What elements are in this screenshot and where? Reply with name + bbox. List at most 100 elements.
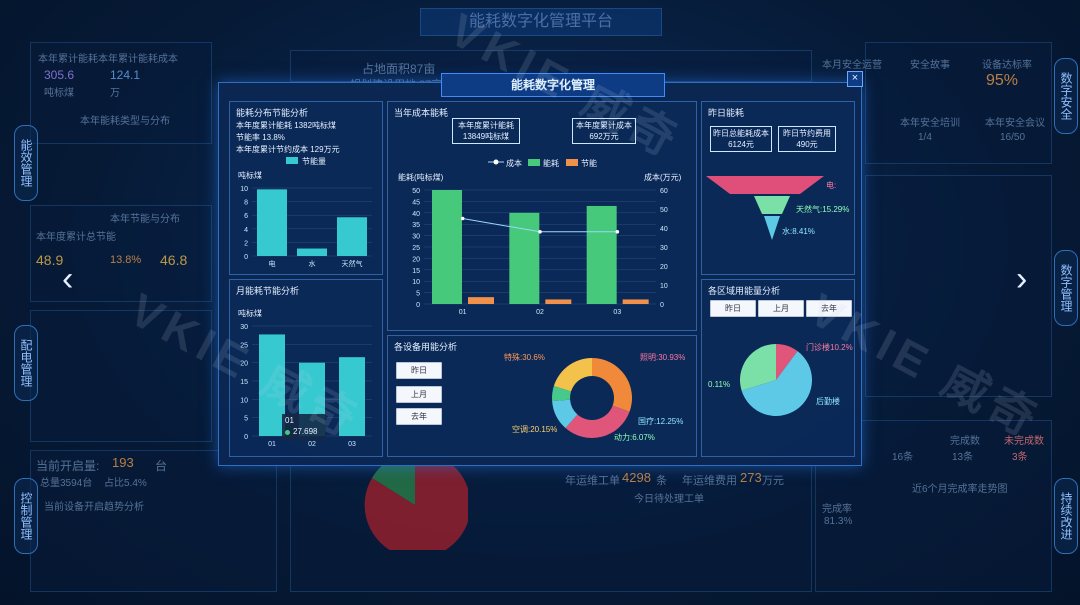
pie-slice-门诊楼 (776, 344, 798, 380)
donut-label-special: 特殊:30.6% (504, 353, 545, 362)
y-unit-label: 吨标煤 (238, 171, 262, 180)
y-tick-label: 20 (412, 256, 420, 263)
bar-水 (297, 248, 327, 256)
legend-saving: 节能 (581, 159, 597, 168)
x-tick-label: 03 (613, 309, 621, 316)
bg-left-bot-value: 193 (112, 455, 134, 470)
y-unit-label: 吨标煤 (238, 309, 262, 318)
area-pie-chart (740, 344, 812, 416)
bg-center-bot-unit-1: 条 (656, 475, 667, 487)
energy-bar-03 (586, 205, 617, 304)
sidetab-power[interactable]: 配电管理 (14, 325, 38, 401)
sidetab-digital[interactable]: 数字管理 (1054, 250, 1078, 326)
bg-right-top-value-3: 16/50 (1000, 132, 1026, 143)
bg-right-top-label-5: 本年安全会议 (985, 118, 1045, 129)
y-tick-label: 0 (244, 434, 248, 441)
next-arrow-icon[interactable]: › (1016, 260, 1028, 298)
bg-left-low-panel (30, 310, 212, 442)
last-year-button[interactable]: 去年 (396, 408, 442, 425)
y-tick-label: 30 (412, 234, 420, 241)
modal-title: 能耗数字化管理 (441, 73, 665, 97)
bg-right-top-label-4: 本年安全培训 (900, 118, 960, 129)
bg-left-top-unit-1: 吨标煤 (44, 88, 74, 99)
funnel-label-water: 水:8.41% (782, 227, 815, 236)
x-tick-label: 电 (269, 259, 276, 268)
bar-电 (257, 189, 287, 256)
bg-right-bot-tag-3: 3条 (1012, 452, 1028, 463)
bg-left-top-label-2: 本年累计能耗成本 (98, 54, 178, 65)
panel-title: 昨日能耗 (708, 108, 745, 118)
prev-arrow-icon[interactable]: ‹ (62, 260, 74, 298)
last-month-button[interactable]: 上月 (396, 386, 442, 403)
funnel-label-electric: 电: (826, 181, 837, 190)
cost-legend-icon (488, 159, 504, 165)
y-tick-label: 5 (244, 416, 248, 423)
last-year-button[interactable]: 去年 (806, 300, 852, 317)
bg-center-bot-label-3: 今日待处理工单 (634, 494, 704, 505)
legend-swatch-icon (286, 157, 298, 164)
energy-modal: 能耗数字化管理 × 能耗分布节能分析 本年度累计能耗 1382吨标煤 节能率 1… (218, 71, 863, 466)
donut-label-lighting: 照明:30.93% (640, 353, 686, 362)
sidetab-energy[interactable]: 能效管理 (14, 125, 38, 201)
donut-label-medical: 国疗:12.25% (638, 417, 684, 426)
yesterday-funnel-chart (706, 176, 824, 240)
bg-left-mid-value-3: 46.8 (160, 252, 188, 268)
bg-right-top-label-1: 本月安全运营 (822, 60, 882, 71)
funnel-electric (706, 176, 824, 194)
panel-title: 当年成本能耗 (394, 108, 449, 118)
bg-left-mid-value-1: 48.9 (36, 252, 64, 268)
pie-slice-other (740, 344, 776, 391)
y-tick-label: 0 (416, 302, 420, 309)
cost-point (615, 230, 620, 234)
pie-label-logistics: 后勤楼 (816, 397, 840, 406)
y-tick-label: 6 (244, 213, 248, 220)
yesterday-cost-label: 昨日总能耗成本 (713, 129, 769, 138)
y-left-label: 能耗(吨标煤) (398, 173, 444, 182)
energy-bar-02 (509, 212, 540, 304)
sidetab-security[interactable]: 数字安全 (1054, 58, 1078, 134)
tooltip-value: 27.698 (293, 427, 318, 436)
sidetab-improve[interactable]: 持续改进 (1054, 478, 1078, 554)
sidetab-control[interactable]: 控制管理 (14, 478, 38, 554)
y-tick-label: 4 (244, 227, 248, 234)
close-icon[interactable]: × (847, 71, 863, 87)
pie-slice-后勤楼 (741, 351, 812, 416)
bg-left-bot-total: 总量3594台 (40, 478, 93, 489)
cost-point (460, 216, 465, 221)
y-tick-label: 8 (244, 200, 248, 207)
bg-left-bot-chart-title: 当前设备开启趋势分析 (44, 502, 144, 513)
bar-天然气 (337, 217, 367, 256)
bg-left-mid-label-1: 本年能耗类型与分布 (80, 116, 170, 127)
yesterday-button[interactable]: 昨日 (396, 362, 442, 379)
bg-right-top-value: 95% (986, 72, 1019, 89)
bg-left-bottom-panel (30, 450, 277, 592)
last-month-button[interactable]: 上月 (758, 300, 804, 317)
y-tick-label: 35 (412, 222, 420, 229)
x-tick-label: 01 (459, 309, 467, 316)
bg-right-top-panel (865, 42, 1052, 164)
donut-slice-国疗 (552, 399, 578, 428)
panel-device-usage: 各设备用能分析 昨日 上月 去年 特殊:30.6% 照明:30.93% 空调:2… (387, 335, 697, 457)
panel-energy-distribution: 能耗分布节能分析 本年度累计能耗 1382吨标煤 节能率 13.8% 本年度累计… (229, 101, 383, 275)
energy-saving-bar-chart: 0 2 4 6 8 10 电 水 天然气 (240, 186, 372, 268)
bg-center-bot-label-1: 年运维工单 (565, 475, 620, 487)
bg-right-bot-chart-title: 近6个月完成率走势图 (912, 484, 1008, 495)
bg-left-mid-value-2: 13.8% (110, 254, 142, 266)
yesterday-button[interactable]: 昨日 (710, 300, 756, 317)
saving-cost-text: 本年度累计节约成本 129万元 (236, 145, 340, 154)
x-tick-label: 01 (268, 441, 276, 448)
funnel-gas (754, 196, 790, 214)
legend-label: 节能量 (302, 157, 326, 166)
bg-left-top-value-2: 124.1 (110, 68, 141, 82)
bg-right-mid-panel (865, 175, 1052, 397)
y-tick-label: 15 (412, 268, 420, 275)
y-tick-label: 45 (412, 199, 420, 206)
y-tick-label: 10 (240, 186, 248, 193)
legend-cost: 成本 (506, 159, 522, 168)
annual-energy-label: 本年度累计能耗 (458, 121, 514, 130)
saving-bar-01 (468, 297, 494, 304)
y2-tick-label: 0 (660, 302, 664, 309)
annual-energy-value: 13849吨标煤 (462, 132, 510, 141)
donut-slice-照明 (565, 405, 630, 438)
y2-tick-label: 50 (660, 207, 668, 214)
